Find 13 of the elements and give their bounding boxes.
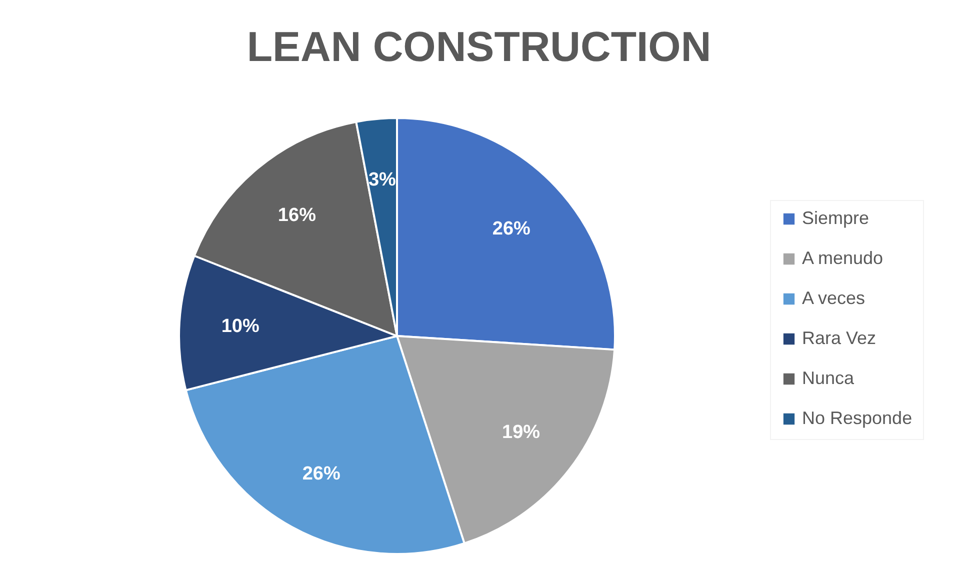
chart-title: LEAN CONSTRUCTION <box>246 23 712 70</box>
data-label: 26% <box>302 464 340 485</box>
legend-label: No Responde <box>802 408 912 428</box>
legend-label: Rara Vez <box>802 328 876 348</box>
data-label: 10% <box>221 316 260 338</box>
legend-label: A veces <box>802 288 866 308</box>
legend-label: Siempre <box>802 208 870 228</box>
data-label: 26% <box>492 218 531 240</box>
data-label: 3% <box>368 170 396 191</box>
legend-label: A menudo <box>802 248 884 268</box>
legend-label: Nunca <box>802 368 856 388</box>
data-label: 19% <box>502 422 540 444</box>
data-label: 16% <box>278 205 316 226</box>
